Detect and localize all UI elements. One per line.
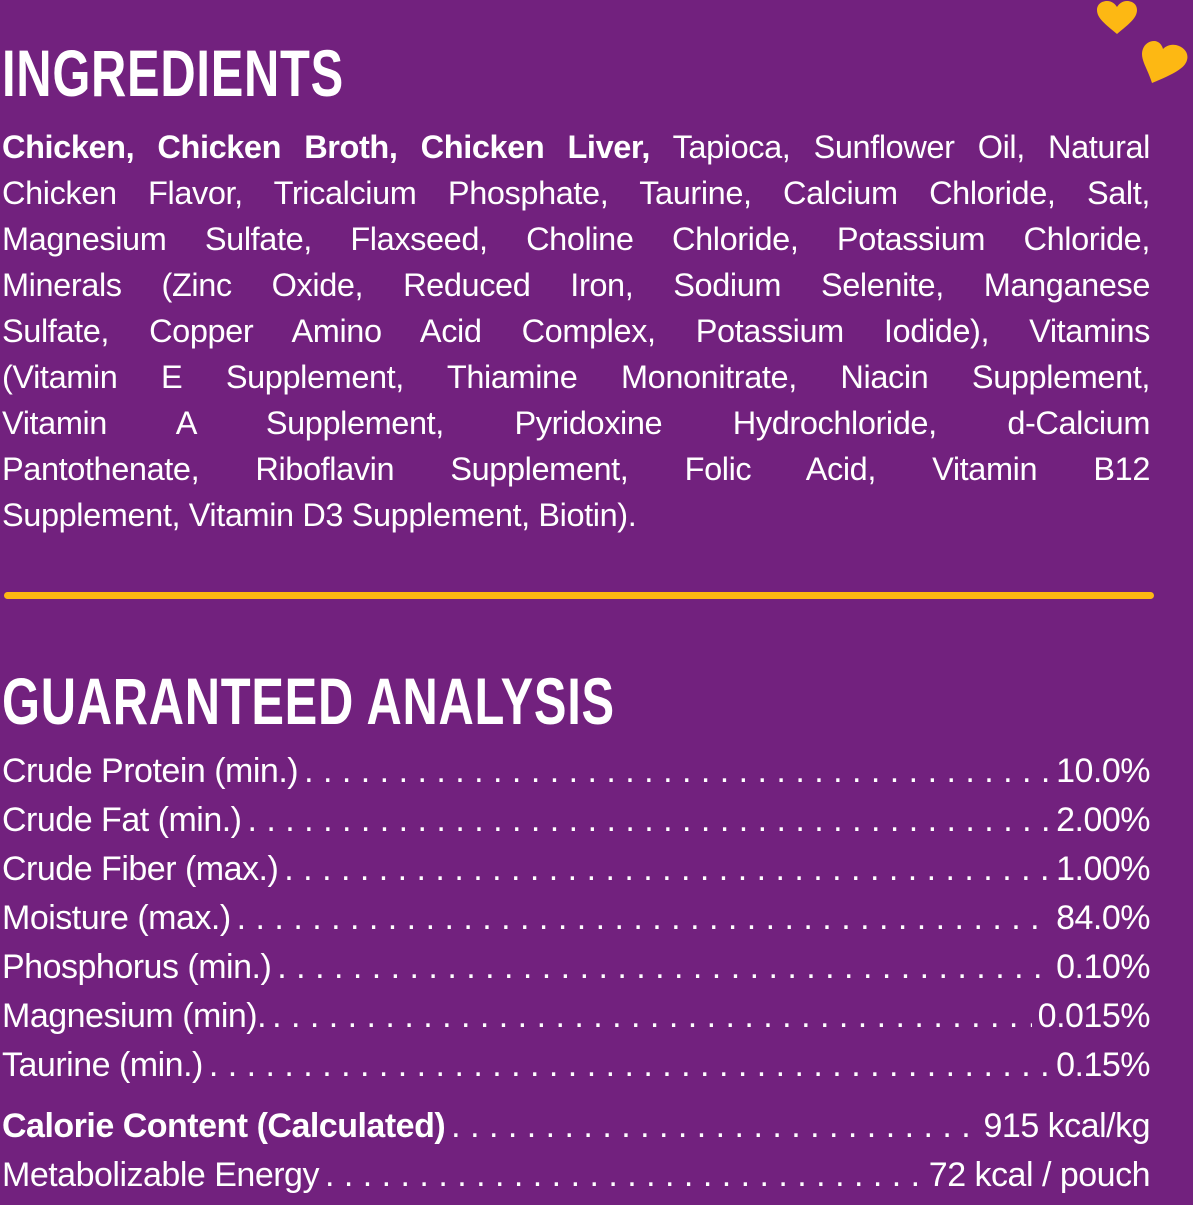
analysis-row: Magnesium (min).0.015% bbox=[2, 997, 1151, 1046]
calorie-table: Calorie Content (Calculated)915 kcal/kg … bbox=[2, 1107, 1151, 1205]
dot-leader bbox=[272, 997, 1032, 1036]
analysis-row: Moisture (max.)84.0% bbox=[2, 899, 1150, 948]
analysis-row: Crude Fat (min.)2.00% bbox=[2, 801, 1150, 850]
dot-leader bbox=[209, 1046, 1050, 1085]
analysis-row: Taurine (min.)0.15% bbox=[2, 1046, 1150, 1095]
ingredients-line: Chicken Flavor, Tricalcium Phosphate, Ta… bbox=[2, 175, 1150, 211]
dot-leader bbox=[248, 801, 1051, 840]
analysis-row: Phosphorus (min.)0.10% bbox=[2, 948, 1150, 997]
ingredients-line: Magnesium Sulfate, Flaxseed, Choline Chl… bbox=[2, 221, 1150, 257]
ingredients-line: Sulfate, Copper Amino Acid Complex, Pota… bbox=[2, 313, 1150, 349]
dot-leader bbox=[277, 948, 1050, 987]
section-divider bbox=[4, 592, 1154, 599]
dot-leader bbox=[451, 1107, 977, 1146]
ingredients-line: Supplement, Vitamin D3 Supplement, Bioti… bbox=[2, 497, 637, 533]
ingredients-list: Chicken, Chicken Broth, Chicken Liver, T… bbox=[2, 124, 1150, 538]
dot-leader bbox=[325, 1156, 923, 1195]
ingredients-line: Vitamin A Supplement, Pyridoxine Hydroch… bbox=[2, 405, 1150, 441]
dot-leader bbox=[304, 752, 1050, 791]
dot-leader bbox=[284, 850, 1050, 889]
analysis-heading: GUARANTEED ANALYSIS bbox=[2, 664, 615, 738]
calorie-content-row: Calorie Content (Calculated)915 kcal/kg bbox=[2, 1107, 1150, 1156]
ingredients-line: Chicken, Chicken Broth, Chicken Liver, T… bbox=[2, 129, 1150, 165]
heart-icon bbox=[1097, 1, 1137, 34]
analysis-row: Crude Protein (min.)10.0% bbox=[2, 752, 1150, 801]
ingredients-line: Minerals (Zinc Oxide, Reduced Iron, Sodi… bbox=[2, 267, 1150, 303]
ingredients-heading: INGREDIENTS bbox=[2, 36, 344, 110]
ingredients-bold-prefix: Chicken, Chicken Broth, Chicken Liver, bbox=[2, 129, 650, 165]
heart-icon bbox=[1142, 41, 1188, 83]
dot-leader bbox=[237, 899, 1050, 938]
ingredients-line: (Vitamin E Supplement, Thiamine Mononitr… bbox=[2, 359, 1150, 395]
ingredients-line: Pantothenate, Riboflavin Supplement, Fol… bbox=[2, 451, 1150, 487]
analysis-table: Crude Protein (min.)10.0% Crude Fat (min… bbox=[2, 752, 1151, 1095]
analysis-row: Crude Fiber (max.)1.00% bbox=[2, 850, 1150, 899]
metabolizable-energy-row: Metabolizable Energy72 kcal / pouch bbox=[2, 1156, 1151, 1205]
